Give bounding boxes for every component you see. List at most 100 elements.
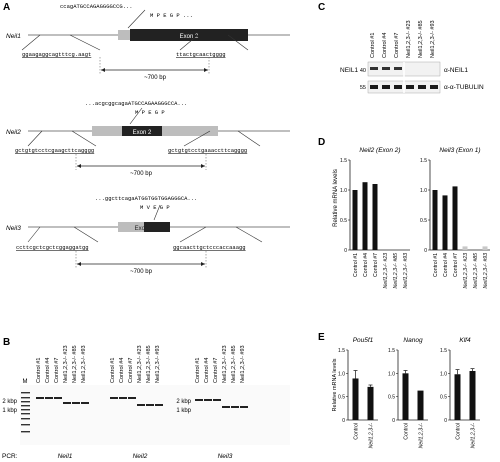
marker-band — [21, 397, 30, 399]
bar — [452, 186, 458, 250]
gel-band — [231, 406, 239, 408]
x-tick-label: Neil1,2,3-/- #85 — [393, 253, 399, 289]
neil1-span-label: ~700 bp — [144, 75, 167, 81]
x-tick-label: Neil1,2,3-/- #85 — [473, 253, 479, 289]
panel-d: D Relative mRNA levels Neil2 (Exon 2) 0 0.… — [318, 137, 490, 288]
y-tick-label: 1.0 — [340, 188, 347, 194]
x-tick-label: Control #1 — [353, 253, 359, 277]
neil1-top-sequence: ccagATGCCAGAGGGGCCG... — [60, 3, 133, 10]
panel-letter-d: D — [318, 137, 325, 148]
x-tick-label: Neil1,2,3-/- — [369, 423, 375, 449]
chart-title: Klf4 — [459, 337, 471, 344]
size-label-2kbp: 2 kbp — [2, 399, 17, 405]
marker-lane-label: M — [23, 379, 28, 385]
neil1-gene-label: Neil1 — [6, 33, 21, 40]
panel-letter-a: A — [3, 2, 10, 13]
size-label-1kbp: 1 kbp — [2, 408, 17, 414]
x-tick-label: Control #4 — [363, 253, 369, 277]
neil3-exon-label: Exon 1 — [135, 226, 154, 232]
neil1-band-label: NEIL1 — [340, 67, 358, 74]
mw-marker-40: 40 — [360, 68, 366, 74]
neil2-exon-box — [122, 126, 162, 136]
x-tick-label: Neil1,2,3-/- — [419, 423, 425, 449]
y-tick-label: 1.5 — [440, 348, 447, 354]
lane-label: Neil1,2,3-/- #85 — [146, 345, 152, 383]
y-tick-label: 1.5 — [338, 348, 345, 354]
x-tick-label: Control — [354, 423, 360, 440]
bar — [402, 373, 409, 420]
neil1-homology-connectors — [21, 34, 249, 51]
neil1-band — [394, 67, 402, 70]
neil3-start-connector — [153, 204, 161, 221]
wb-lane-label: Neil1,2,3-/- #23 — [406, 20, 412, 58]
bar — [352, 190, 358, 250]
neil3-homology-connectors — [27, 226, 263, 243]
neil2-utr-box — [92, 126, 122, 136]
neil3-left-arm-sequence: ccttcgctcgctcggaggatgg — [16, 244, 89, 251]
tubulin-band — [418, 85, 426, 89]
neil2-utr3-box — [162, 126, 218, 136]
bar — [352, 378, 359, 420]
lane-label: Neil1,2,3-/- #23 — [222, 345, 228, 383]
antibody-tubulin-label: α-α-TUBULIN — [444, 84, 484, 91]
y-tick-label: 0.5 — [420, 218, 427, 224]
wb-lane-label: Control #1 — [370, 33, 376, 58]
neil1-exon-label: Exon 2 — [180, 34, 199, 40]
x-tick-label: Neil1,2,3-/- #23 — [383, 253, 389, 289]
wb-lane-label: Neil1,2,3-/- #93 — [430, 20, 436, 58]
bar — [417, 390, 424, 420]
neil1-utr-box — [118, 30, 130, 40]
x-tick-label: Neil1,2,3-/- #93 — [483, 253, 489, 289]
gel-band — [110, 397, 118, 399]
lane-label: Control #7 — [128, 358, 134, 383]
y-tick-label: 1.0 — [440, 371, 447, 377]
neil2-exon-label: Exon 2 — [133, 130, 152, 136]
bar — [372, 184, 378, 250]
neil2-top-sequence: ...acgcggcagaATGCCAGAAGGGCCA... — [85, 100, 187, 107]
gel-band — [81, 402, 89, 404]
neil3-size-label-1kbp: 1 kbp — [176, 408, 191, 414]
panel-e: E Relative mRNA levels Pou5f1 0 0.5 1.0 1.5 C… — [318, 332, 480, 448]
x-tick-label: Neil1,2,3-/- — [471, 423, 477, 449]
bar — [482, 246, 488, 250]
x-tick-label: Control #7 — [453, 253, 459, 277]
neil1-left-arm-sequence: ggaagaggcagtttcg.aagt — [22, 51, 91, 58]
gel-background — [20, 385, 290, 445]
gel-neil3-label: Neil3 — [218, 453, 233, 460]
panel-a: A ccagATGCCAGAGGGGCCG... M P E G P ... N… — [3, 2, 290, 275]
lane-label: Control #4 — [119, 358, 125, 383]
y-tick-label: 0 — [392, 418, 395, 424]
neil2-amino-acids: M P E G P — [135, 109, 165, 116]
gel-band — [222, 406, 230, 408]
tubulin-band — [382, 85, 390, 89]
x-tick-label: Control #7 — [373, 253, 379, 277]
lane-label: Control #7 — [54, 358, 60, 383]
lane-label: Neil1,2,3-/- #85 — [231, 345, 237, 383]
marker-band — [21, 392, 30, 394]
gel-band — [195, 399, 203, 401]
neil2-start-connector — [129, 107, 143, 125]
lane-label: Control #4 — [204, 358, 210, 383]
bar — [432, 190, 438, 250]
marker-band — [21, 418, 30, 420]
marker-band — [21, 409, 30, 411]
panel-d-ylabel: Relative mRNA levels — [333, 169, 339, 227]
gel-band — [240, 406, 248, 408]
tubulin-band — [406, 85, 414, 89]
wb-lane-label: Neil1,2,3-/- #85 — [418, 20, 424, 58]
x-tick-label: Control — [404, 423, 410, 440]
marker-band — [21, 424, 30, 426]
lane-label: Control #7 — [213, 358, 219, 383]
gel-band — [54, 397, 62, 399]
gel-neil2-label: Neil2 — [133, 453, 148, 460]
y-tick-label: 1.5 — [340, 158, 347, 164]
panel-letter-e: E — [318, 332, 325, 343]
neil2-span-label: ~700 bp — [130, 171, 153, 177]
panel-letter-c: C — [318, 2, 325, 13]
neil2-homology-connectors — [27, 130, 261, 147]
x-tick-label: Neil1,2,3-/- #23 — [463, 253, 469, 289]
neil1-right-arm-sequence: ttactgcaactgggg — [176, 51, 226, 58]
gel-band — [72, 402, 80, 404]
gel-band — [119, 397, 127, 399]
lane-label: Neil1,2,3-/- #93 — [81, 345, 87, 383]
